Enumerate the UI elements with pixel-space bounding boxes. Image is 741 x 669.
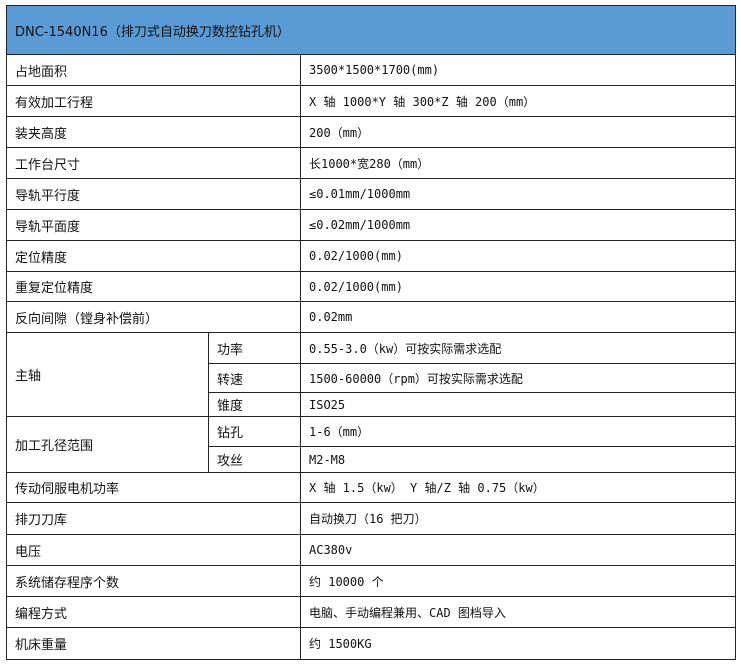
row-value: ≤0.01mm/1000mm [299,178,737,210]
table-row: 装夹高度 200（mm） [6,116,737,148]
table-row: 转速 1500-60000（rpm）可按实际需求选配 [7,363,737,393]
row-value: 1-6（mm） [299,416,737,447]
row-label: 导轨平面度 [6,209,301,241]
row-label: 导轨平行度 [6,178,301,210]
row-value: 约 1500KG [299,627,737,660]
table-row: 导轨平面度 ≤0.02mm/1000mm [6,209,737,241]
row-value: 3500*1500*1700(mm) [299,54,737,86]
table-row: 定位精度 0.02/1000(mm) [6,240,737,272]
table-row: 攻丝 M2-M8 [7,446,737,473]
table-row: 锥度 ISO25 [7,392,737,417]
table-row: 反向间隙（镗身补偿前） 0.02mm [6,301,737,333]
table-row: 传动伺服电机功率 X 轴 1.5（kw） Y 轴/Z 轴 0.75（kw） [6,472,737,503]
row-value: 自动换刀（16 把刀） [299,502,737,535]
row-value: X 轴 1.5（kw） Y 轴/Z 轴 0.75（kw） [299,472,737,503]
row-label: 编程方式 [6,596,301,628]
spec-table: DNC-1540N16（排刀式自动换刀数控钻孔机） 占地面积 3500*1500*… [5,5,737,660]
row-label: 电压 [6,534,301,566]
hole-range-label: 加工孔径范围 [6,416,209,473]
row-value: 电脑、手动编程兼用、CAD 图档导入 [299,596,737,628]
spindle-label: 主轴 [6,332,209,417]
row-label: 有效加工行程 [6,85,301,117]
row-label: 机床重量 [6,627,301,660]
row-label: 系统储存程序个数 [6,565,301,597]
row-value: ISO25 [299,392,737,417]
table-row: 主轴 功率 0.55-3.0（kw）可按实际需求选配 [6,332,737,417]
table-row: 导轨平行度 ≤0.01mm/1000mm [6,178,737,210]
row-label: 工作台尺寸 [6,147,301,179]
row-value: 长1000*宽280（mm） [299,147,737,179]
sub-label: 钻孔 [208,416,301,447]
row-value: 200（mm） [299,116,737,148]
row-value: 0.55-3.0（kw）可按实际需求选配 [299,332,737,364]
row-label: 重复定位精度 [6,271,301,302]
row-label: 占地面积 [6,54,301,86]
row-label: 装夹高度 [6,116,301,148]
row-value: 0.02/1000(mm) [299,240,737,272]
table-row: 工作台尺寸 长1000*宽280（mm） [6,147,737,179]
row-label: 传动伺服电机功率 [6,472,301,503]
table-title: DNC-1540N16（排刀式自动换刀数控钻孔机） [5,5,737,55]
sub-label: 功率 [208,332,301,364]
row-value: M2-M8 [299,446,737,473]
table-row: 有效加工行程 X 轴 1000*Y 轴 300*Z 轴 200（mm） [6,85,737,117]
table-row: 系统储存程序个数约 10000 个 [6,565,737,597]
table-row: 机床重量约 1500KG [6,627,737,660]
table-row: 排刀刀库 自动换刀（16 把刀） [6,502,737,535]
table-row: 加工孔径范围 钻孔 1-6（mm） [6,416,737,473]
sub-label: 锥度 [208,392,301,417]
row-value: X 轴 1000*Y 轴 300*Z 轴 200（mm） [299,85,737,117]
row-label: 反向间隙（镗身补偿前） [6,301,301,333]
table-row: 编程方式 电脑、手动编程兼用、CAD 图档导入 [6,596,737,628]
sub-label: 转速 [208,363,301,393]
row-value: 约 10000 个 [299,565,737,597]
table-row: 占地面积 3500*1500*1700(mm) [6,54,737,86]
row-label: 排刀刀库 [6,502,301,535]
table-header-row: DNC-1540N16（排刀式自动换刀数控钻孔机） [5,5,737,55]
row-value: 0.02mm [299,301,737,333]
row-label: 定位精度 [6,240,301,272]
row-value: AC380v [299,534,737,566]
row-value: 0.02/1000(mm) [299,271,737,302]
table-row: 重复定位精度 0.02/1000(mm) [6,271,737,302]
row-value: ≤0.02mm/1000mm [299,209,737,241]
table-row: 电压 AC380v [6,534,737,566]
sub-label: 攻丝 [208,446,301,473]
row-value: 1500-60000（rpm）可按实际需求选配 [299,363,737,393]
